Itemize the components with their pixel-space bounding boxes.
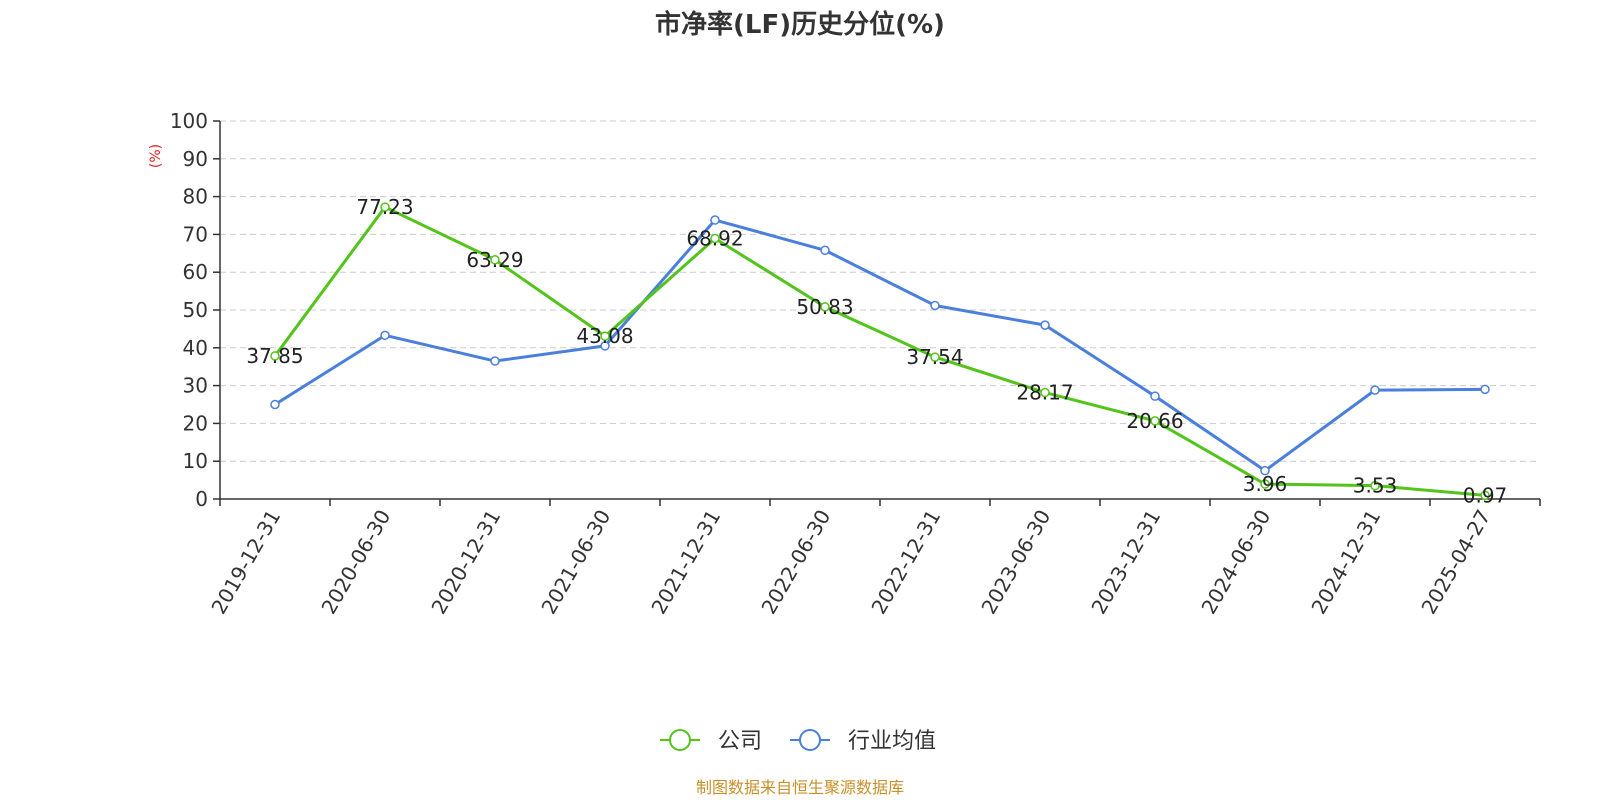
x-tick-label: 2021-12-31 (646, 506, 725, 619)
y-tick-label: 50 (183, 298, 208, 322)
data-point (820, 245, 830, 256)
legend-industry-label: 行业均值 (848, 729, 936, 754)
x-axis-ticks: 2019-12-31 2020-06-30 2020-12-31 2021-06-30… (206, 499, 1541, 619)
data-point (1150, 416, 1160, 426)
data-label: 20.66 (1126, 409, 1183, 433)
data-point (710, 233, 720, 244)
data-source-note: 制图数据来自恒生聚源数据库 (696, 778, 904, 797)
data-point (1480, 384, 1490, 395)
data-point (600, 341, 610, 351)
data-label: 63.29 (466, 248, 523, 272)
legend-item-industry[interactable]: 行业均值 (790, 729, 936, 754)
data-point (270, 351, 280, 361)
data-point (490, 356, 500, 366)
legend-company-label: 公司 (718, 729, 762, 754)
data-label: 77.23 (356, 195, 413, 219)
data-point (380, 330, 390, 341)
data-point (490, 255, 500, 265)
legend-industry-marker (799, 729, 821, 751)
data-point (1370, 480, 1380, 491)
legend-item-company[interactable]: 公司 (660, 729, 762, 754)
chart-title: 市净率(LF)历史分位(%) (655, 9, 945, 40)
y-tick-label: 80 (183, 185, 208, 209)
series-layer (270, 202, 1490, 501)
data-point (710, 215, 720, 225)
data-label: 37.54 (906, 345, 963, 369)
data-labels: 37.85 77.23 63.29 43.08 68.92 50.83 37.54 28.17… (246, 195, 1507, 507)
data-point (1480, 490, 1490, 501)
grid-lines (220, 120, 1540, 462)
x-tick-label: 2022-12-31 (866, 506, 945, 619)
data-label: 0.97 (1463, 483, 1508, 507)
data-point (1370, 385, 1380, 395)
data-point (1260, 465, 1270, 476)
y-axis-unit: (%) (148, 144, 164, 168)
x-tick-label: 2022-06-30 (756, 506, 835, 619)
x-tick-label: 2023-12-31 (1086, 506, 1165, 619)
data-label: 50.83 (796, 295, 853, 319)
y-tick-label: 10 (183, 449, 208, 473)
data-point (930, 352, 940, 362)
x-tick-label: 2025-04-27 (1416, 506, 1495, 619)
data-point (820, 302, 830, 312)
data-point (930, 300, 940, 311)
x-tick-label: 2020-06-30 (316, 506, 395, 619)
x-tick-label: 2024-12-31 (1306, 506, 1385, 619)
data-label: 68.92 (686, 226, 743, 250)
y-tick-label: 100 (170, 109, 208, 133)
data-label: 28.17 (1016, 381, 1073, 405)
x-tick-label: 2020-12-31 (426, 506, 505, 619)
y-tick-label: 20 (183, 411, 208, 435)
y-axis-ticks: 0 10 20 30 40 50 60 70 80 90 100 (170, 109, 220, 511)
data-point (1040, 320, 1050, 330)
series-line-1 (274, 218, 1486, 473)
data-label: 43.08 (576, 324, 633, 348)
y-tick-label: 0 (195, 487, 208, 511)
data-label: 3.96 (1243, 472, 1288, 496)
x-tick-label: 2023-06-30 (976, 506, 1055, 619)
y-tick-label: 70 (183, 222, 208, 246)
data-point (270, 399, 280, 410)
series-line-0 (273, 205, 1486, 497)
y-tick-label: 60 (183, 260, 208, 284)
y-tick-label: 40 (183, 336, 208, 360)
data-label: 3.53 (1353, 474, 1398, 498)
data-point (1150, 391, 1160, 401)
x-tick-label: 2019-12-31 (206, 506, 285, 619)
data-point (1040, 387, 1050, 398)
data-point (1260, 479, 1270, 489)
data-point (380, 202, 390, 212)
x-tick-label: 2024-06-30 (1196, 506, 1275, 619)
x-tick-label: 2021-06-30 (536, 506, 615, 619)
y-tick-label: 90 (183, 147, 208, 171)
data-label: 37.85 (246, 344, 303, 368)
data-point (600, 331, 610, 341)
legend[interactable]: 公司 行业均值 (660, 729, 936, 754)
legend-company-marker (669, 729, 691, 751)
y-tick-label: 30 (183, 374, 208, 398)
